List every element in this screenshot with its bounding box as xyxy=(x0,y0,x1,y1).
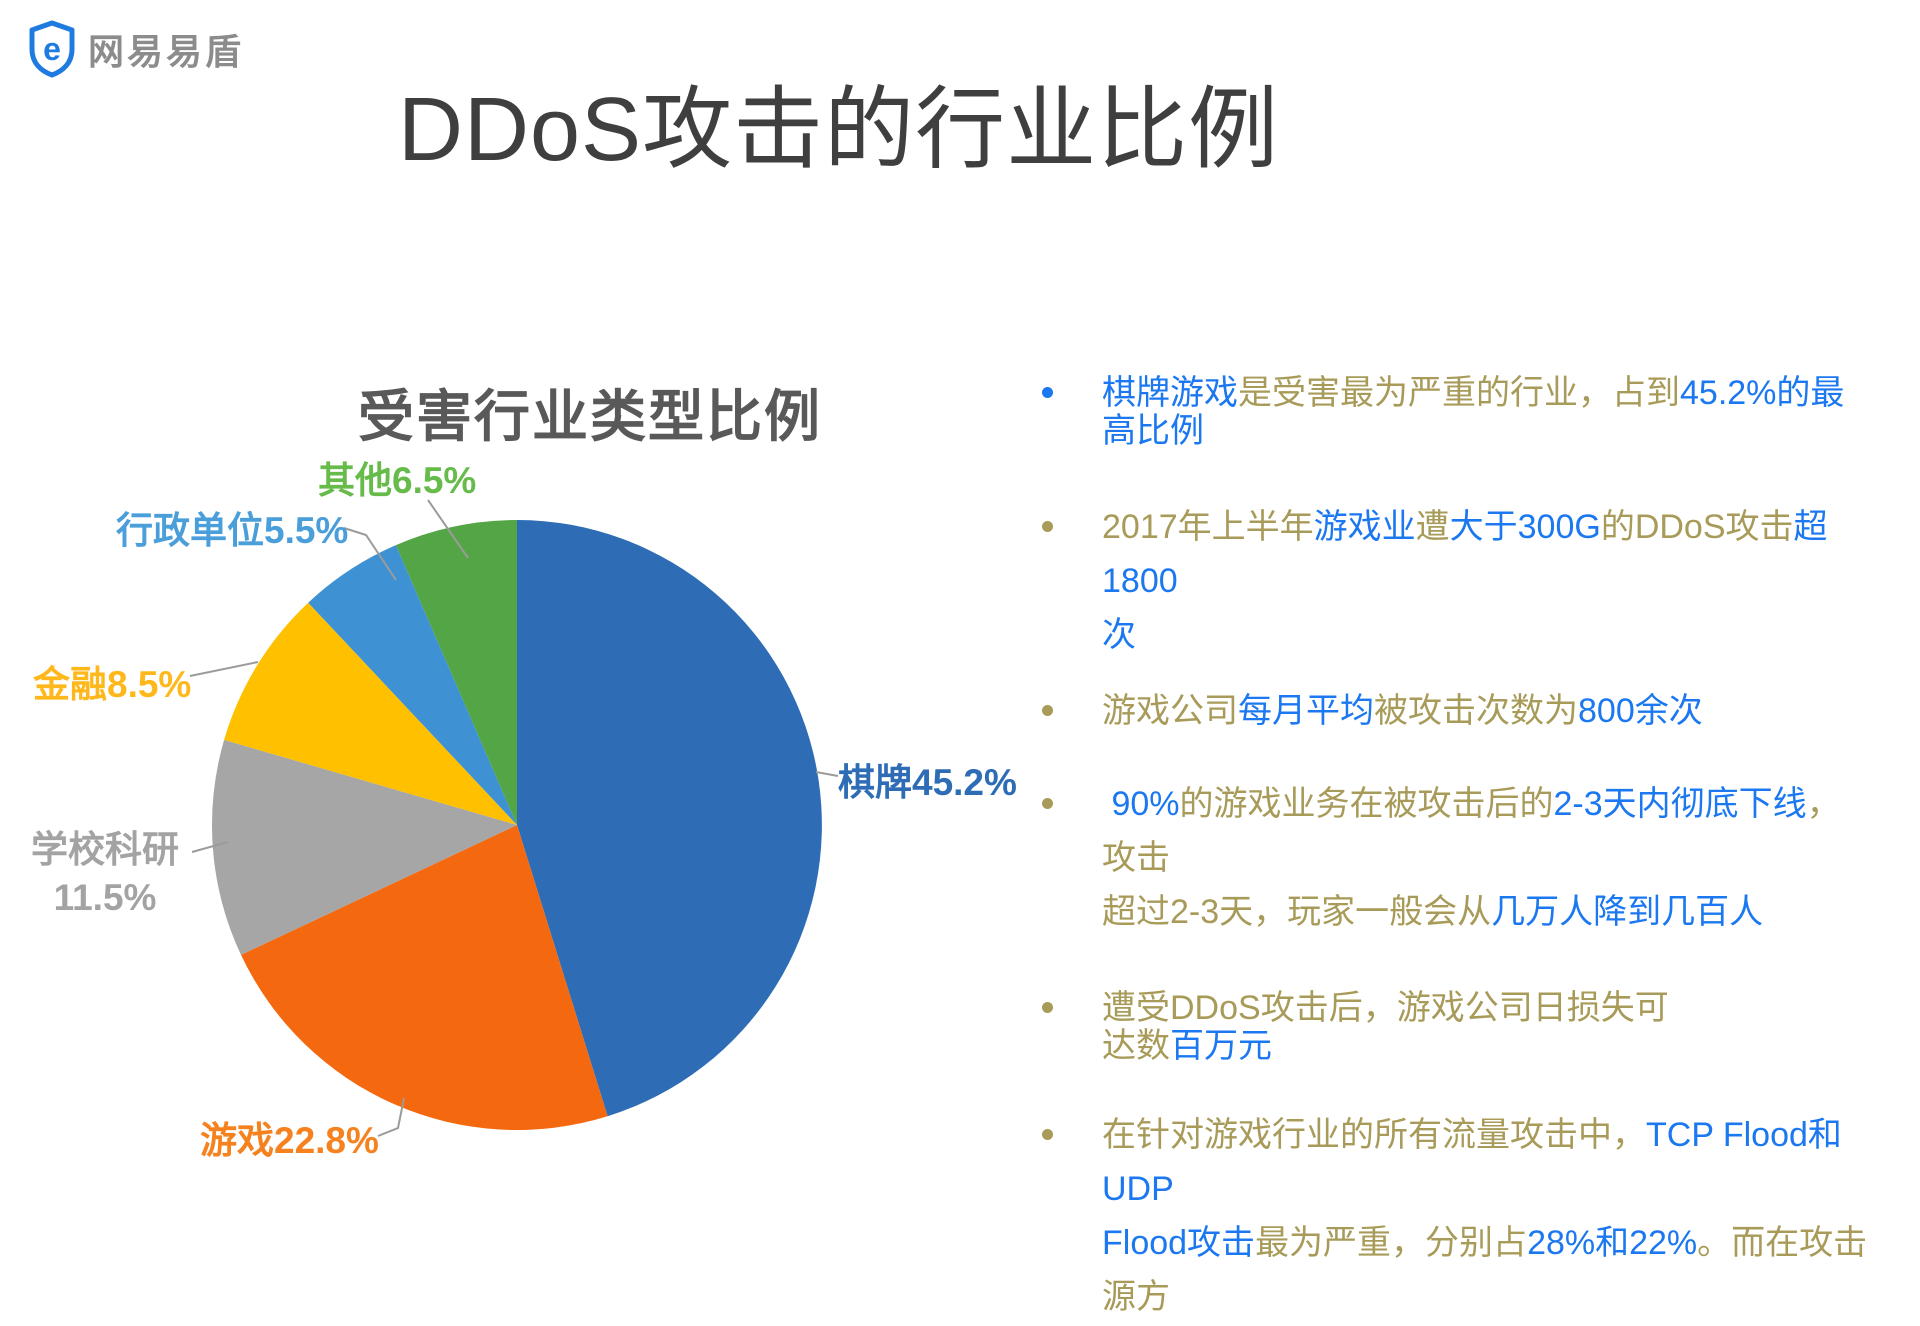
pie-slice-棋牌 xyxy=(517,520,822,1117)
bullet-list: 棋牌游戏是受害最为严重的行业，占到45.2%的最 高比例 2017年上半年游戏业遭… xyxy=(1040,374,1870,1326)
pie-slice-学校科研 xyxy=(211,739,518,955)
brand-logo: e 网易易盾 xyxy=(28,20,244,78)
bullet-text-segment: 遭 xyxy=(1415,508,1450,546)
bullet-text: 棋牌游戏是受害最为严重的行业，占到45.2%的最 高比例 xyxy=(1102,374,1844,450)
bullet-text-segment: 28%和22% xyxy=(1527,1224,1698,1262)
bullet-item-5: 遭受DDoS攻击后，游戏公司日损失可 达数百万元 xyxy=(1040,989,1870,1065)
bullet-item-6: 在针对游戏行业的所有流量攻击中，TCP Flood和UDP Flood攻击最为严… xyxy=(1040,1108,1870,1326)
slice-label-youxi: 游戏22.8% xyxy=(200,1120,379,1161)
bullet-text-segment: 2-3天内彻底下线 xyxy=(1553,785,1807,823)
bullet-item-2: 2017年上半年游戏业遭大于300G的DDoS攻击超1800 次 xyxy=(1040,500,1870,662)
slice-label-qita: 其他6.5% xyxy=(318,460,477,501)
bullet-text-segment: 。而在攻击源方 面，94%的攻击源都位于国内，6%的攻击源来自国外 xyxy=(1102,1224,1868,1316)
bullet-text-segment: 超1800 次 xyxy=(1102,508,1828,654)
bullet-text: 遭受DDoS攻击后，游戏公司日损失可 达数百万元 xyxy=(1102,989,1669,1065)
pie-slice-其他 xyxy=(395,520,517,825)
bullet-text-segment: 的游戏业务在被攻击后的 xyxy=(1179,785,1554,823)
leader-lines-group xyxy=(189,499,839,1137)
leader-line-xingzheng xyxy=(343,527,397,581)
bullet-text-segment: 游戏公司 xyxy=(1102,692,1238,730)
chart-title: 受害行业类型比例 xyxy=(358,385,822,448)
bullet-text-segment: 游戏业 xyxy=(1313,508,1416,546)
bullet-dot xyxy=(1042,1129,1053,1140)
bullet-text-segment: 800余次 xyxy=(1578,692,1703,730)
page-title: DDoS攻击的行业比例 xyxy=(398,80,1280,180)
pie-slices-group xyxy=(211,520,822,1130)
shield-e-icon: e xyxy=(29,20,75,78)
bullet-text-segment: 90% xyxy=(1102,785,1180,823)
bullet-dot xyxy=(1042,1002,1053,1013)
bullet-text-segment: 的DDoS攻击 xyxy=(1600,508,1794,546)
bullet-item-3: 游戏公司每月平均被攻击次数为800余次 xyxy=(1040,692,1870,730)
bullet-text-segment: 45.2%的最 高比例 xyxy=(1102,374,1845,450)
shield-letter-e: e xyxy=(43,31,61,67)
bullet-item-1: 棋牌游戏是受害最为严重的行业，占到45.2%的最 高比例 xyxy=(1040,374,1870,450)
leader-line-xuexiao xyxy=(191,841,229,853)
bullet-text-segment: 最为严重，分别占 xyxy=(1255,1224,1528,1262)
bullet-text-segment: 在针对游戏行业的所有流量攻击中， xyxy=(1102,1116,1646,1154)
bullet-text: 2017年上半年游戏业遭大于300G的DDoS攻击超1800 次 xyxy=(1102,508,1828,654)
bullet-text-segment: 每月平均 xyxy=(1238,692,1374,730)
shield-outline xyxy=(29,20,75,78)
pie-slice-游戏 xyxy=(241,825,608,1130)
pie-slice-金融 xyxy=(224,602,517,825)
bullet-text-segment: 2017年上半年 xyxy=(1102,508,1314,546)
bullet-text: 在针对游戏行业的所有流量攻击中，TCP Flood和UDP Flood攻击最为严… xyxy=(1102,1116,1867,1326)
leader-line-qita xyxy=(427,499,469,559)
bullet-dot xyxy=(1042,798,1053,809)
bullet-text-segment: ，攻击 超过2-3天，玩家一般会从 xyxy=(1102,785,1841,931)
slice-label-qipai: 棋牌45.2% xyxy=(838,762,1017,803)
bullet-text: 游戏公司每月平均被攻击次数为800余次 xyxy=(1102,692,1703,730)
slice-label-jinrong: 金融8.5% xyxy=(33,664,192,705)
bullet-item-4: 90%的游戏业务在被攻击后的2-3天内彻底下线，攻击 超过2-3天，玩家一般会从… xyxy=(1040,777,1870,939)
slice-label-xuexiao: 学校科研 11.5% xyxy=(31,829,179,918)
bullet-text-segment: TCP Flood和UDP Flood攻击 xyxy=(1102,1116,1842,1262)
bullet-dot xyxy=(1042,521,1053,532)
bullet-text-segment: 几万人降到几百人 xyxy=(1491,893,1764,931)
slice-label-xingzheng: 行政单位5.5% xyxy=(116,510,349,551)
bullet-text-segment: 被攻击次数为 xyxy=(1374,692,1578,730)
brand-name: 网易易盾 xyxy=(88,31,245,72)
bullet-text: 90%的游戏业务在被攻击后的2-3天内彻底下线，攻击 超过2-3天，玩家一般会从… xyxy=(1102,785,1841,931)
bullet-text-segment: 遭受DDoS攻击后，游戏公司日损失可 达数 xyxy=(1102,989,1669,1065)
bullet-dot xyxy=(1042,705,1053,716)
bullet-text-segment: 百万元 xyxy=(1170,1027,1272,1065)
leader-line-youxi xyxy=(377,1097,405,1137)
bullet-text-segment: 大于300G xyxy=(1449,508,1601,546)
bullet-text-segment: 棋牌游戏 xyxy=(1102,374,1238,412)
pie-slice-行政单位 xyxy=(308,545,517,825)
bullet-text-segment: 是受害最为严重的行业，占到 xyxy=(1238,374,1680,412)
leader-line-jinrong xyxy=(189,661,259,677)
bullet-dot xyxy=(1042,387,1053,398)
leader-line-qipai xyxy=(815,771,839,777)
